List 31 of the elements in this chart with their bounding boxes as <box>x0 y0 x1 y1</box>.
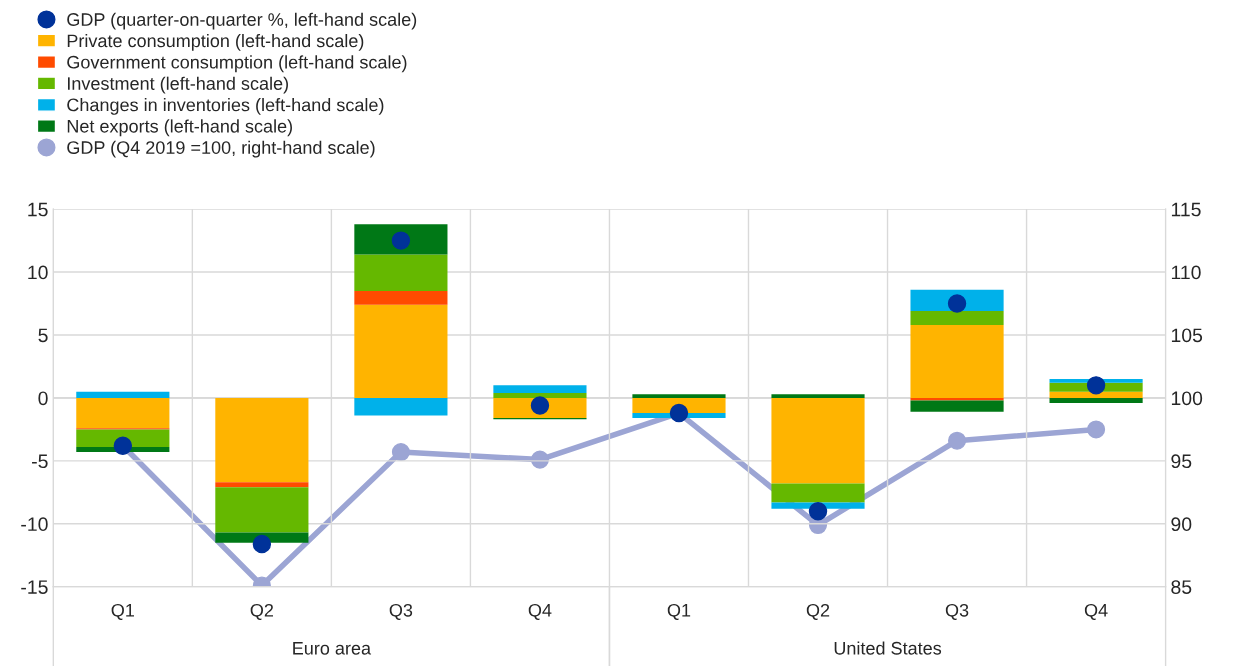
legend-label: GDP (quarter-on-quarter %, left-hand scale) <box>67 12 417 30</box>
x-tick-label: Q1 <box>111 603 134 620</box>
text: Euro area <box>293 642 372 655</box>
y2-tick-label: 100 <box>1171 391 1203 406</box>
y2-tick-label: 115 <box>1171 202 1201 217</box>
x-tick-label: Q3 <box>945 603 969 620</box>
y2-tick-label: 90 <box>1171 517 1192 532</box>
legend-label: Government consumption (left-hand scale) <box>67 55 407 73</box>
y2-tick-label: 85 <box>1171 580 1192 594</box>
y-tick-label: 10 <box>28 265 48 280</box>
y-tick-label: -10 <box>21 517 48 532</box>
x-tick-label: Q3 <box>389 603 413 620</box>
x-tick-label: Q2 <box>806 603 830 620</box>
text: United States <box>834 641 942 655</box>
y2-tick-label: 95 <box>1171 454 1192 469</box>
x-tick-label: Q4 <box>528 603 552 620</box>
y-tick-label: 5 <box>38 328 48 343</box>
legend-label: GDP (Q4 2019 =100, right-hand scale) <box>67 140 375 158</box>
y2-tick-label: 110 <box>1171 265 1201 280</box>
y-tick-label: -5 <box>32 454 48 469</box>
x-tick-label: Q2 <box>250 603 274 620</box>
legend-label: Net exports (left-hand scale) <box>67 119 292 137</box>
legend-label: Investment (left-hand scale) <box>68 76 288 94</box>
y-tick-label: 0 <box>38 391 48 406</box>
x-tick-label: Q4 <box>1084 603 1108 620</box>
y-tick-label: 15 <box>28 202 48 217</box>
legend-label: Private consumption (left-hand scale) <box>67 33 364 51</box>
x-tick-label: Q1 <box>667 603 691 620</box>
y-tick-label: -15 <box>21 580 48 594</box>
y2-tick-label: 105 <box>1171 328 1203 343</box>
legend-label: Changes in inventories (left-hand scale) <box>67 98 384 115</box>
